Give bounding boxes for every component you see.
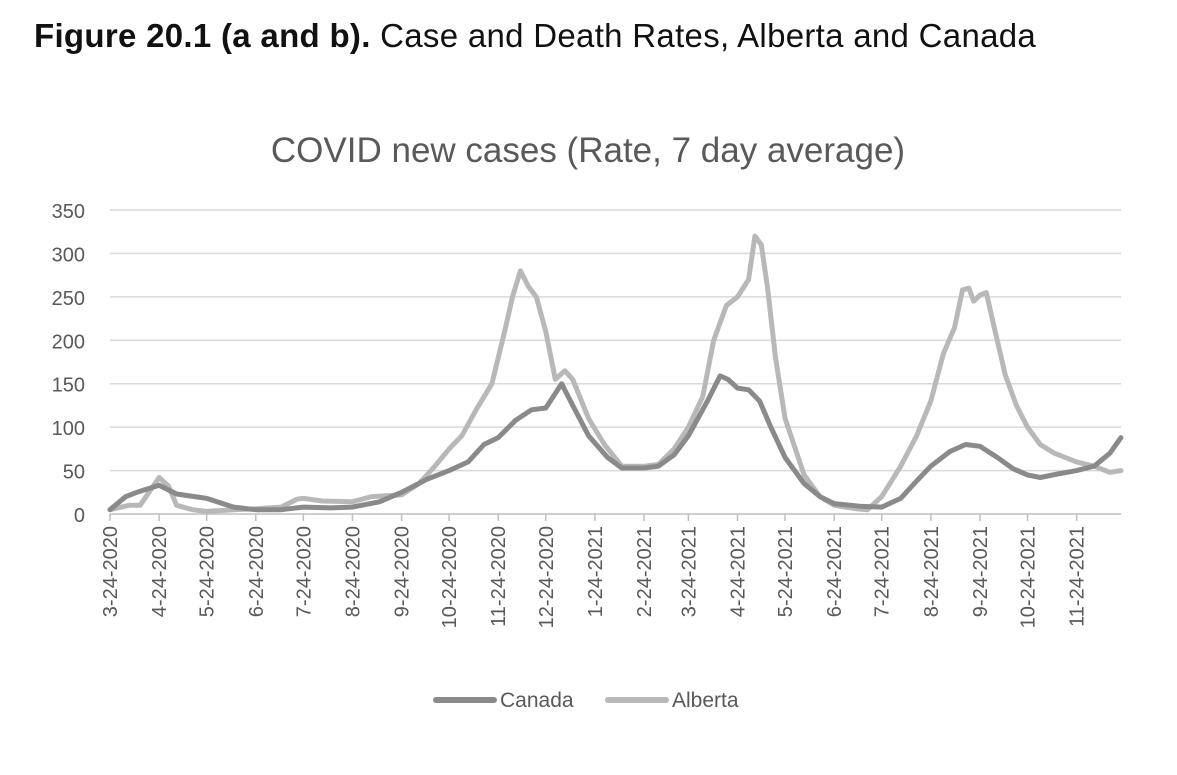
y-tick-label: 250 bbox=[52, 288, 85, 310]
x-tick-label: 6-24-2020 bbox=[246, 526, 268, 617]
series-line-alberta bbox=[107, 233, 1124, 514]
x-tick-label: 7-24-2021 bbox=[872, 526, 894, 617]
x-tick-label: 4-24-2021 bbox=[728, 526, 750, 617]
x-tick-label: 11-24-2021 bbox=[1067, 526, 1089, 627]
x-tick-label: 3-24-2021 bbox=[678, 526, 700, 617]
y-tick-label: 100 bbox=[52, 418, 85, 440]
x-tick-label: 3-24-2020 bbox=[100, 526, 122, 617]
y-tick-label: 350 bbox=[52, 201, 85, 223]
y-tick-label: 200 bbox=[52, 331, 85, 353]
y-tick-label: 0 bbox=[74, 505, 85, 527]
chart-title: COVID new cases (Rate, 7 day average) bbox=[271, 131, 905, 170]
x-tick-label: 11-24-2020 bbox=[488, 526, 510, 627]
y-tick-label: 50 bbox=[63, 462, 85, 484]
figure-label: Figure 20.1 (a and b). bbox=[34, 17, 371, 54]
legend-label-alberta: Alberta bbox=[672, 689, 739, 712]
figure-heading: Figure 20.1 (a and b). Case and Death Ra… bbox=[34, 14, 1144, 58]
x-tick-label: 10-24-2020 bbox=[439, 526, 461, 628]
series-line-canada bbox=[107, 373, 1124, 513]
x-tick-label: 12-24-2020 bbox=[536, 526, 558, 628]
y-axis: 0 50 100 150 200 250 300 350 bbox=[52, 201, 85, 527]
x-tick-label: 9-24-2021 bbox=[970, 526, 992, 617]
x-axis: 3-24-2020 4-24-2020 5-24-2020 6-24-2020 7-24… bbox=[100, 514, 1089, 628]
y-tick-label: 150 bbox=[52, 375, 85, 397]
x-tick-label: 10-24-2021 bbox=[1018, 526, 1040, 628]
x-tick-label: 8-24-2021 bbox=[921, 526, 943, 617]
x-tick-label: 5-24-2020 bbox=[197, 526, 219, 617]
grid-lines bbox=[110, 209, 1121, 515]
figure-caption: Case and Death Rates, Alberta and Canada bbox=[380, 17, 1037, 54]
x-tick-label: 6-24-2021 bbox=[824, 526, 846, 617]
y-tick-label: 300 bbox=[52, 244, 85, 266]
x-tick-label: 8-24-2020 bbox=[342, 526, 364, 617]
series-layer bbox=[107, 233, 1124, 514]
legend-label-canada: Canada bbox=[500, 689, 574, 712]
x-tick-label: 1-24-2021 bbox=[585, 526, 607, 617]
x-tick-label: 2-24-2021 bbox=[634, 526, 656, 617]
x-tick-label: 7-24-2020 bbox=[293, 526, 315, 617]
legend: Canada Alberta bbox=[433, 689, 739, 712]
x-tick-label: 9-24-2020 bbox=[392, 526, 414, 617]
x-tick-label: 5-24-2021 bbox=[775, 526, 797, 617]
x-tick-label: 4-24-2020 bbox=[149, 526, 171, 617]
